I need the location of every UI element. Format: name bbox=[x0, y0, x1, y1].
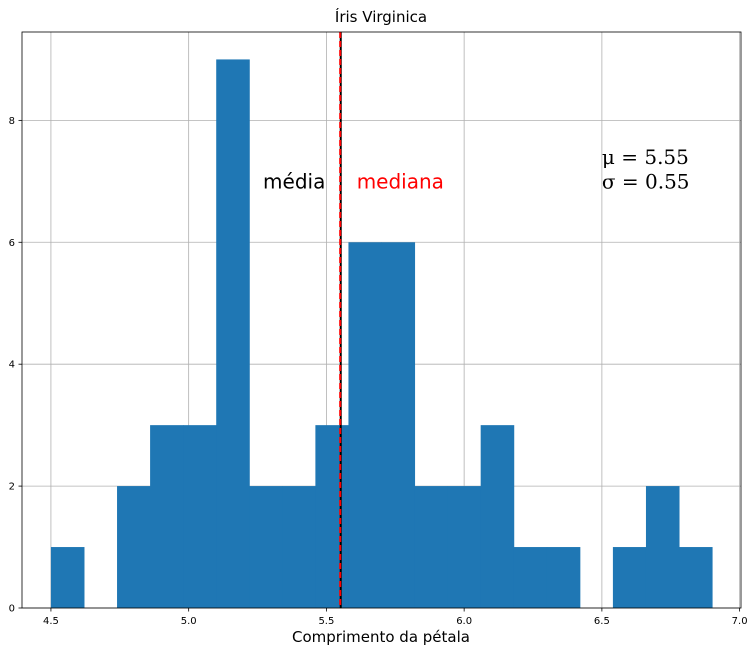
histogram-bar bbox=[150, 425, 184, 608]
histogram-bar bbox=[348, 242, 382, 609]
x-tick-label: 5.5 bbox=[318, 616, 334, 627]
annotations: média mediana μ = 5.55σ = 0.55 bbox=[263, 145, 689, 193]
y-tick-label: 6 bbox=[9, 238, 15, 249]
sigma-annotation: σ = 0.55 bbox=[602, 169, 690, 193]
histogram-bar bbox=[513, 547, 548, 608]
histogram-bar bbox=[447, 486, 482, 608]
histogram-bar bbox=[612, 547, 647, 608]
mu-annotation: μ = 5.55 bbox=[602, 145, 689, 169]
x-axis-label: Comprimento da pétala bbox=[292, 628, 470, 646]
y-tick-label: 2 bbox=[9, 482, 15, 493]
x-tick-label: 4.5 bbox=[43, 616, 59, 627]
x-tick-label: 6.5 bbox=[594, 616, 610, 627]
median-annotation: mediana bbox=[357, 169, 444, 193]
axes: 4.5 5.0 5.5 6.0 6.5 7.0 0 2 4 6 8 bbox=[9, 31, 748, 627]
histogram-bar bbox=[679, 547, 713, 608]
histogram-bar bbox=[117, 486, 151, 608]
histogram-bar bbox=[414, 486, 449, 608]
histogram-bar bbox=[216, 59, 250, 608]
y-tick-label: 0 bbox=[9, 604, 15, 615]
chart-title: Íris Virginica bbox=[335, 7, 427, 26]
histogram-bar bbox=[249, 486, 283, 608]
axes-frame bbox=[21, 31, 742, 609]
reference-lines bbox=[339, 32, 342, 608]
histogram-bar bbox=[183, 425, 217, 608]
y-tick-label: 8 bbox=[9, 116, 15, 127]
histogram-bar bbox=[480, 425, 515, 608]
histogram-bar bbox=[645, 486, 680, 608]
x-tick-label: 6.0 bbox=[456, 616, 472, 627]
histogram-bar bbox=[50, 547, 85, 608]
histogram-bar bbox=[315, 425, 349, 608]
y-tick-label: 4 bbox=[9, 360, 15, 371]
histogram-bar bbox=[282, 486, 316, 608]
x-tick-label: 5.0 bbox=[181, 616, 197, 627]
mean-annotation: média bbox=[263, 169, 325, 193]
histogram-bar bbox=[546, 547, 581, 608]
x-tick-label: 7.0 bbox=[732, 616, 748, 627]
histogram-bars bbox=[50, 59, 713, 609]
histogram-bar bbox=[381, 242, 416, 609]
